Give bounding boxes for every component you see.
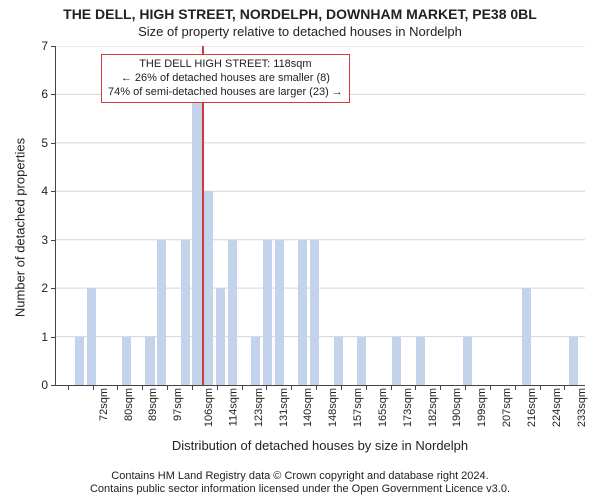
x-tick-label: 182sqm bbox=[427, 388, 439, 427]
y-tick-label: 2 bbox=[8, 281, 48, 295]
x-tick-label: 216sqm bbox=[526, 388, 538, 427]
histogram-bar bbox=[145, 337, 154, 385]
x-tick-label: 157sqm bbox=[352, 388, 364, 427]
chart-subtitle: Size of property relative to detached ho… bbox=[0, 24, 600, 39]
plot-area: THE DELL HIGH STREET: 118sqm ← 26% of de… bbox=[55, 46, 585, 386]
footer-line-2: Contains public sector information licen… bbox=[0, 483, 600, 496]
histogram-bar bbox=[392, 337, 401, 385]
histogram-bar bbox=[522, 288, 531, 385]
chart-title: THE DELL, HIGH STREET, NORDELPH, DOWNHAM… bbox=[0, 6, 600, 22]
y-tick-label: 3 bbox=[8, 233, 48, 247]
annotation-line-3: 74% of semi-detached houses are larger (… bbox=[108, 86, 343, 100]
x-tick-label: 199sqm bbox=[476, 388, 488, 427]
annotation-box: THE DELL HIGH STREET: 118sqm ← 26% of de… bbox=[101, 54, 350, 103]
histogram-bar bbox=[216, 288, 225, 385]
chart-root: { "title": "THE DELL, HIGH STREET, NORDE… bbox=[0, 0, 600, 500]
y-tick-label: 4 bbox=[8, 184, 48, 198]
footer-line-1: Contains HM Land Registry data © Crown c… bbox=[0, 470, 600, 483]
x-tick-label: 80sqm bbox=[123, 388, 135, 421]
histogram-bar bbox=[416, 337, 425, 385]
histogram-bar bbox=[122, 337, 131, 385]
histogram-bar bbox=[192, 94, 201, 385]
x-tick-label: 114sqm bbox=[227, 388, 239, 426]
y-tick-label: 0 bbox=[8, 378, 48, 392]
y-tick-label: 5 bbox=[8, 136, 48, 150]
histogram-bar bbox=[204, 191, 213, 385]
histogram-bar bbox=[275, 240, 284, 385]
histogram-bar bbox=[157, 240, 166, 385]
x-tick-label: 207sqm bbox=[501, 388, 513, 427]
x-tick-label: 131sqm bbox=[278, 388, 290, 427]
x-tick-label: 89sqm bbox=[147, 388, 159, 421]
histogram-bar bbox=[569, 337, 578, 385]
footer: Contains HM Land Registry data © Crown c… bbox=[0, 470, 600, 496]
histogram-bar bbox=[357, 337, 366, 385]
histogram-bar bbox=[298, 240, 307, 385]
x-tick-label: 140sqm bbox=[303, 388, 315, 427]
x-tick-label: 97sqm bbox=[172, 388, 184, 421]
annotation-line-1: THE DELL HIGH STREET: 118sqm bbox=[108, 58, 343, 72]
y-tick-label: 6 bbox=[8, 87, 48, 101]
histogram-bar bbox=[87, 288, 96, 385]
x-tick-label: 233sqm bbox=[576, 388, 588, 427]
x-tick-label: 72sqm bbox=[98, 388, 110, 421]
x-tick-label: 148sqm bbox=[327, 388, 339, 427]
histogram-bar bbox=[263, 240, 272, 385]
x-tick-label: 224sqm bbox=[551, 388, 563, 427]
x-tick-label: 123sqm bbox=[253, 388, 265, 427]
histogram-bar bbox=[181, 240, 190, 385]
annotation-line-2: ← 26% of detached houses are smaller (8) bbox=[108, 72, 343, 86]
histogram-bar bbox=[463, 337, 472, 385]
histogram-bar bbox=[75, 337, 84, 385]
x-tick-label: 165sqm bbox=[377, 388, 389, 427]
y-tick-label: 1 bbox=[8, 330, 48, 344]
histogram-bar bbox=[334, 337, 343, 385]
x-axis-label: Distribution of detached houses by size … bbox=[55, 438, 585, 453]
x-ticks: 72sqm 80sqm 89sqm 97sqm 106sqm 114sqm 123sqm 13… bbox=[56, 385, 585, 445]
histogram-bar bbox=[228, 240, 237, 385]
histogram-bar bbox=[310, 240, 319, 385]
x-tick-label: 106sqm bbox=[203, 388, 215, 427]
y-tick-label: 7 bbox=[8, 39, 48, 53]
x-tick-label: 173sqm bbox=[402, 388, 414, 427]
x-tick-label: 190sqm bbox=[452, 388, 464, 427]
histogram-bar bbox=[251, 337, 260, 385]
